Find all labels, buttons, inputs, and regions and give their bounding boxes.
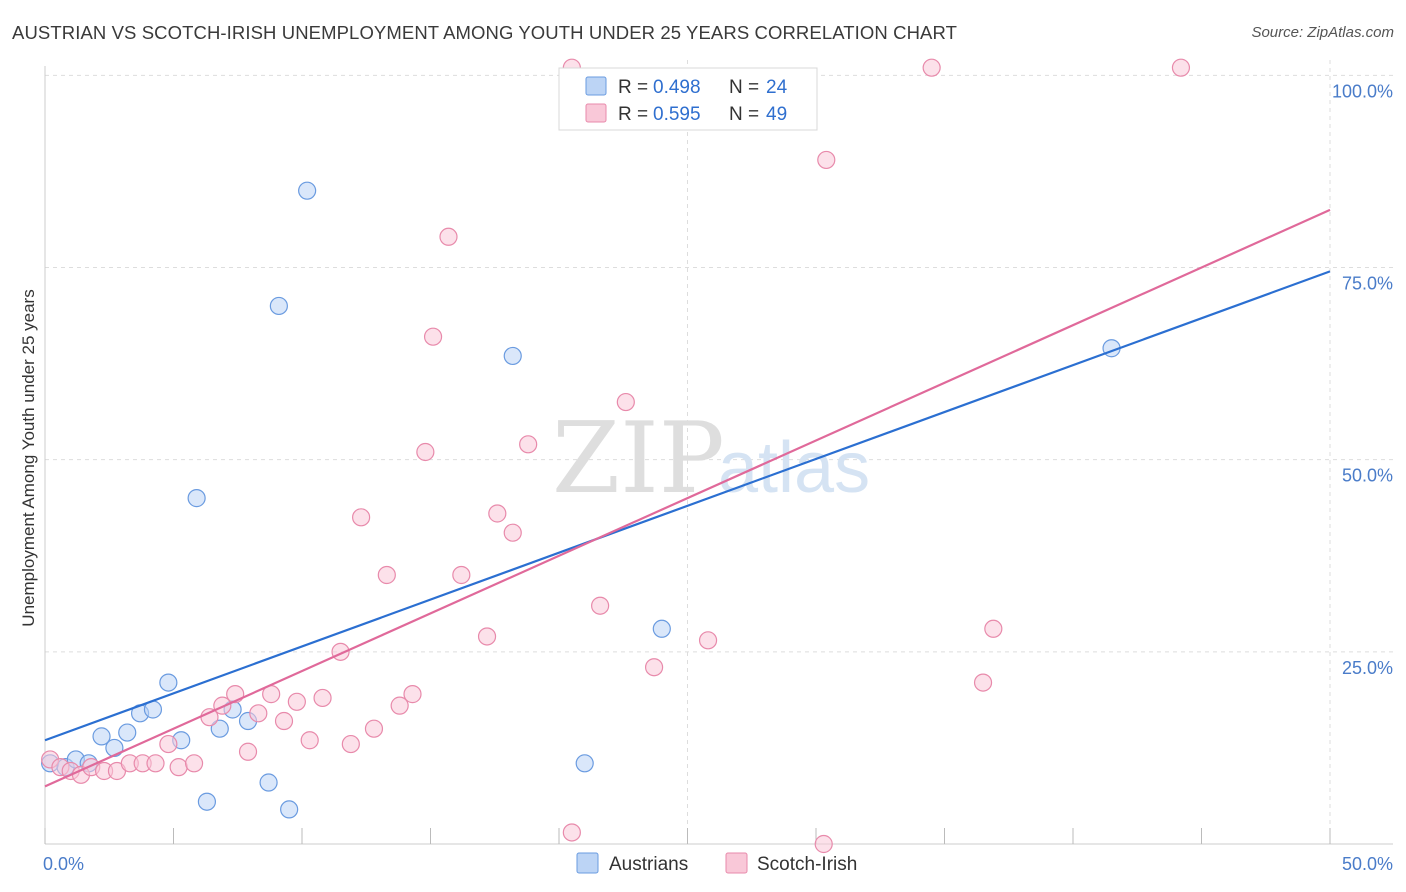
point-scotch-irish bbox=[423, 327, 443, 346]
point-scotch-irish bbox=[352, 508, 371, 527]
point-austrians bbox=[503, 346, 522, 366]
legend-swatch-austrians bbox=[576, 852, 599, 874]
point-scotch-irish bbox=[341, 734, 360, 754]
trend-line-austrians bbox=[44, 270, 1331, 742]
point-austrians bbox=[259, 773, 278, 792]
chart-title: AUSTRIAN VS SCOTCH-IRISH UNEMPLOYMENT AM… bbox=[12, 22, 957, 43]
point-scotch-irish bbox=[390, 696, 409, 715]
point-scotch-irish bbox=[403, 685, 422, 704]
point-scotch-irish bbox=[591, 596, 610, 615]
legend-swatch-scotch-irish bbox=[725, 852, 748, 874]
point-scotch-irish bbox=[1171, 58, 1191, 77]
point-scotch-irish bbox=[300, 731, 319, 750]
point-scotch-irish bbox=[644, 658, 664, 677]
point-scotch-irish bbox=[488, 504, 507, 523]
point-scotch-irish bbox=[562, 823, 581, 842]
trend-lines bbox=[44, 208, 1331, 788]
series-legend: Austrians Scotch-Irish bbox=[576, 852, 857, 875]
watermark-zip: ZIP bbox=[552, 402, 725, 516]
point-austrians bbox=[269, 296, 288, 316]
point-austrians bbox=[210, 719, 229, 738]
point-scotch-irish bbox=[287, 692, 306, 711]
source-label: Source: ZipAtlas.com bbox=[1251, 24, 1394, 41]
point-scotch-irish bbox=[984, 619, 1003, 638]
point-scotch-irish bbox=[313, 688, 332, 708]
point-scotch-irish bbox=[274, 711, 294, 731]
legend-label-austrians: Austrians bbox=[609, 854, 688, 875]
point-scotch-irish bbox=[503, 523, 522, 542]
stats-legend-n-value-austrians: 24 bbox=[766, 77, 788, 98]
point-scotch-irish bbox=[817, 150, 836, 170]
y-tick-label: 100.0% bbox=[1332, 81, 1393, 101]
point-austrians bbox=[118, 723, 137, 742]
stats-legend-r-value-scotch-irish: 0.595 bbox=[653, 104, 701, 125]
axes bbox=[44, 66, 1393, 845]
point-scotch-irish bbox=[477, 627, 497, 646]
point-scotch-irish bbox=[364, 719, 384, 738]
stats-legend: R = 0.498 N = 24 R = 0.595 N = 49 bbox=[558, 67, 818, 131]
data-points bbox=[41, 58, 1191, 854]
point-scotch-irish bbox=[922, 58, 941, 77]
y-axis-title: Unemployment Among Youth under 25 years bbox=[19, 289, 38, 626]
stats-legend-r-label-austrians: R = bbox=[618, 77, 648, 98]
y-tick-label: 50.0% bbox=[1342, 466, 1393, 486]
point-austrians bbox=[652, 619, 671, 638]
point-scotch-irish bbox=[814, 834, 833, 854]
point-scotch-irish bbox=[519, 435, 538, 454]
point-austrians bbox=[575, 754, 594, 773]
stats-legend-n-label-scotch-irish: N = bbox=[729, 104, 759, 125]
point-scotch-irish bbox=[439, 227, 458, 246]
y-tick-labels: 25.0% 50.0% 75.0% 100.0% bbox=[1332, 81, 1393, 677]
point-austrians bbox=[187, 489, 206, 508]
x-tick-label-min: 0.0% bbox=[43, 854, 84, 874]
point-scotch-irish bbox=[377, 565, 396, 585]
point-austrians bbox=[92, 727, 111, 746]
x-tick-labels: 0.0% 50.0% bbox=[43, 854, 1393, 874]
legend-label-scotch-irish: Scotch-Irish bbox=[757, 854, 857, 875]
point-scotch-irish bbox=[249, 704, 268, 723]
stats-legend-n-label-austrians: N = bbox=[729, 77, 759, 98]
point-austrians bbox=[159, 673, 178, 692]
point-scotch-irish bbox=[698, 631, 718, 650]
stats-legend-swatch-scotch-irish bbox=[585, 103, 607, 123]
grid-lines bbox=[45, 60, 1393, 844]
y-tick-label: 25.0% bbox=[1342, 658, 1393, 678]
point-austrians bbox=[298, 181, 317, 200]
point-scotch-irish bbox=[238, 742, 258, 761]
point-austrians bbox=[197, 792, 217, 811]
point-scotch-irish bbox=[973, 673, 993, 692]
point-scotch-irish bbox=[616, 392, 635, 412]
point-austrians bbox=[105, 738, 124, 758]
stats-legend-n-value-scotch-irish: 49 bbox=[766, 104, 787, 125]
point-scotch-irish bbox=[159, 734, 178, 754]
point-scotch-irish bbox=[416, 442, 435, 462]
point-scotch-irish bbox=[169, 758, 188, 777]
y-tick-label: 75.0% bbox=[1342, 274, 1393, 294]
stats-legend-swatch-austrians bbox=[585, 76, 607, 96]
trend-line-scotch-irish bbox=[44, 208, 1331, 788]
point-scotch-irish bbox=[146, 754, 165, 773]
point-austrians bbox=[280, 800, 299, 819]
stats-legend-r-label-scotch-irish: R = bbox=[618, 104, 648, 125]
x-tick-label-max: 50.0% bbox=[1342, 854, 1393, 874]
point-scotch-irish bbox=[184, 754, 204, 773]
stats-legend-r-value-austrians: 0.498 bbox=[653, 77, 701, 98]
point-scotch-irish bbox=[452, 565, 471, 585]
